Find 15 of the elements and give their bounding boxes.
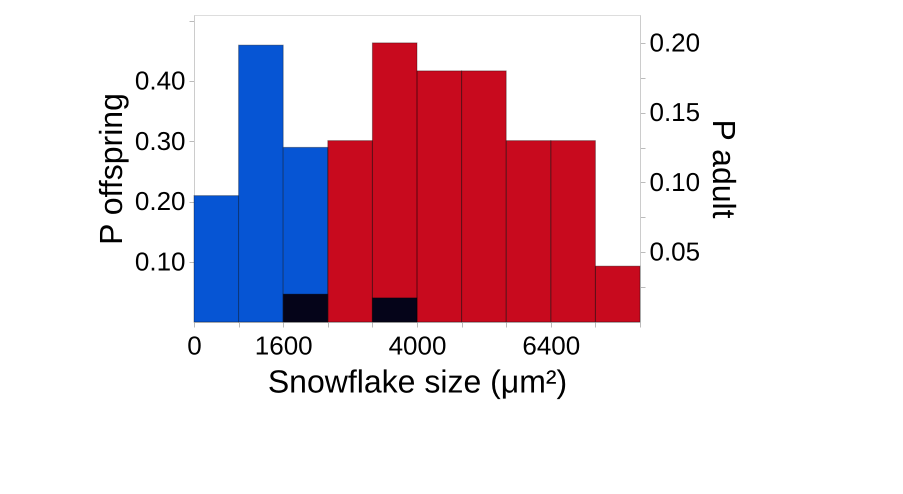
- y2-axis-title: P adult: [706, 119, 742, 219]
- y-tick-label: 0.20: [134, 186, 186, 216]
- x-tick-label: 1600: [254, 330, 313, 360]
- y-axis-title: P offspring: [92, 93, 129, 245]
- y-tick-label: 0.40: [134, 66, 186, 96]
- x-tick-label: 4000: [388, 330, 446, 360]
- x-tick-label: 0: [187, 330, 202, 360]
- y2-tick-label: 0.20: [650, 27, 700, 58]
- y-tick-label: 0.30: [134, 126, 186, 156]
- y-tick-label: 0.10: [134, 246, 186, 276]
- x-axis-title: Snowflake size (μm²): [268, 364, 568, 400]
- x-tick-label: 6400: [522, 330, 580, 360]
- y2-tick-label: 0.10: [650, 166, 700, 197]
- y2-tick-label: 0.05: [650, 236, 700, 267]
- y2-tick-label: 0.15: [650, 97, 700, 128]
